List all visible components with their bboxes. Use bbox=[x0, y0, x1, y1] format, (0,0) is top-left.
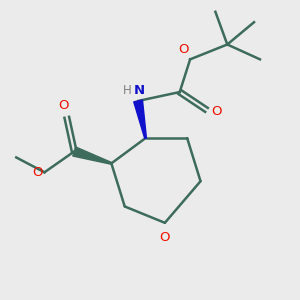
Polygon shape bbox=[73, 147, 112, 164]
Text: O: O bbox=[160, 231, 170, 244]
Text: H: H bbox=[122, 84, 131, 98]
Text: O: O bbox=[211, 105, 221, 118]
Text: N: N bbox=[134, 84, 145, 98]
Text: O: O bbox=[32, 166, 43, 179]
Text: O: O bbox=[58, 99, 69, 112]
Text: O: O bbox=[178, 44, 189, 56]
Polygon shape bbox=[134, 100, 146, 138]
